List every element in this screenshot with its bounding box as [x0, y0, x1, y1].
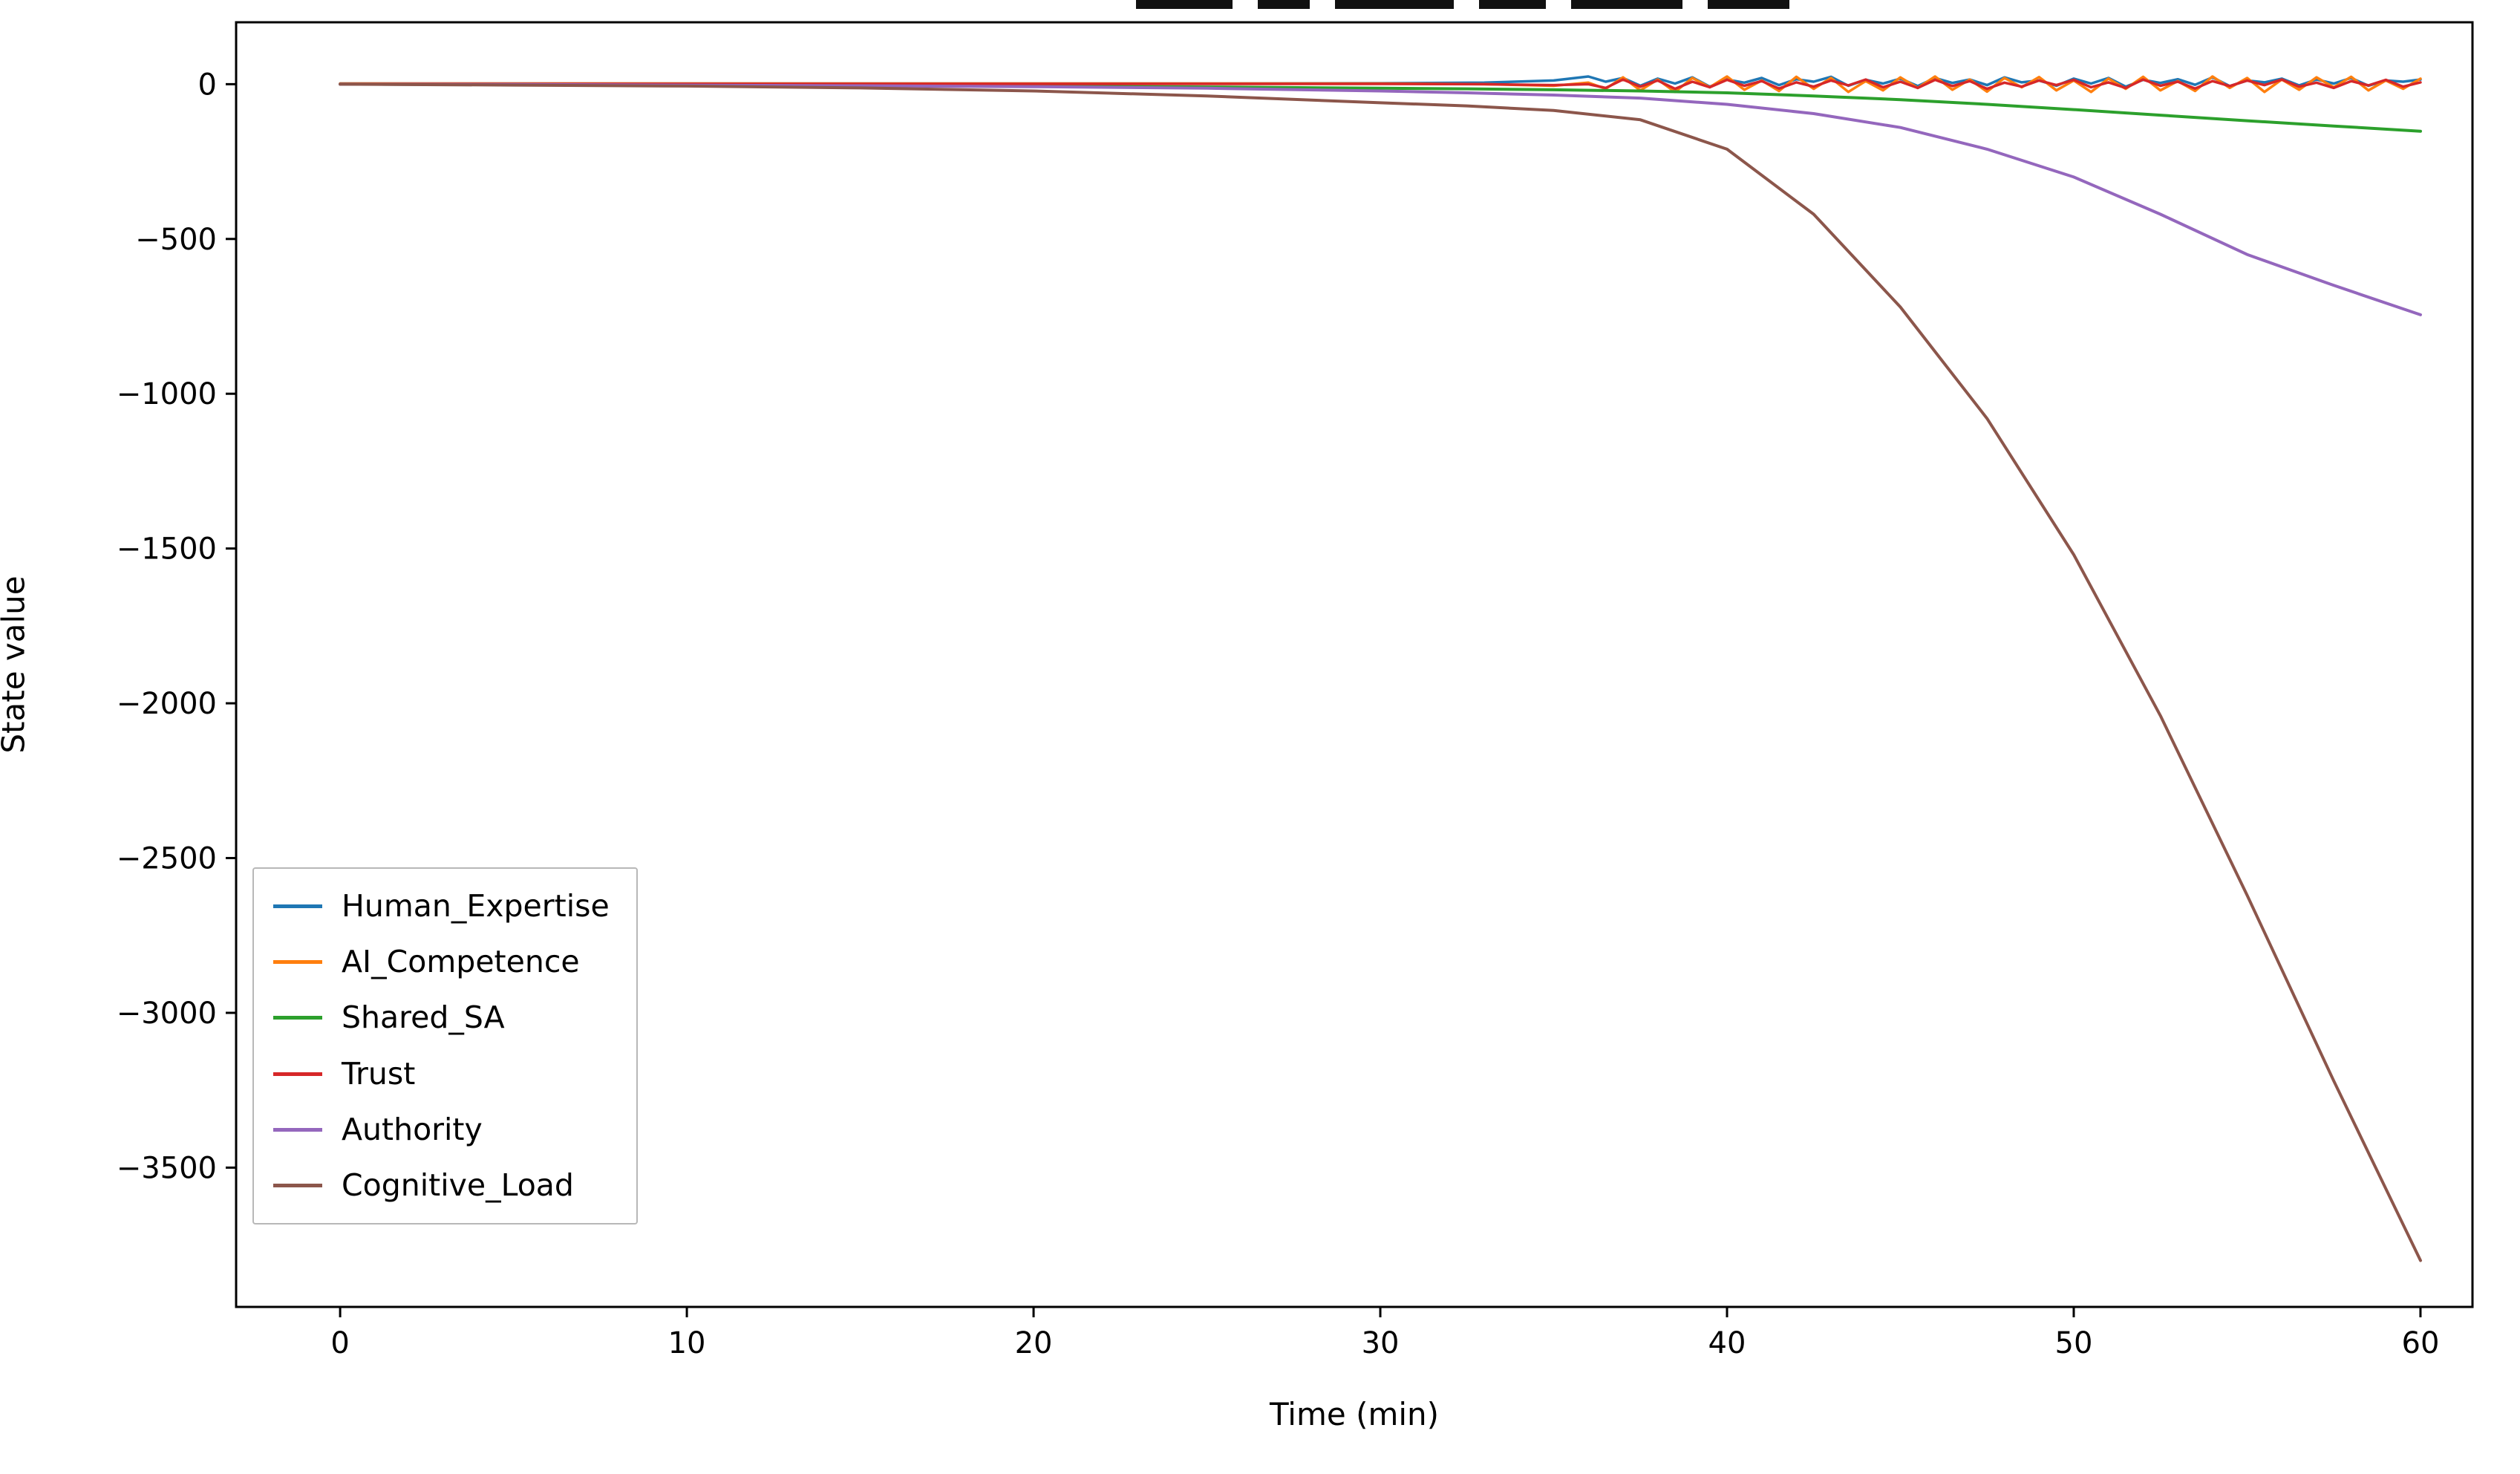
y-tick-label: −2000	[117, 687, 217, 721]
x-tick-label: 0	[330, 1326, 349, 1360]
legend-label: Cognitive_Load	[342, 1167, 574, 1203]
legend: Human_Expertise AI_Competence Shared_SA Tru…	[252, 867, 638, 1225]
x-tick-label: 10	[668, 1326, 706, 1360]
y-tick-label: −2500	[117, 842, 217, 876]
axes-frame	[235, 21, 2474, 1308]
clipped-title-fragment	[1708, 0, 1789, 9]
legend-swatch	[273, 904, 322, 909]
legend-label: Trust	[342, 1055, 416, 1092]
legend-swatch	[273, 1072, 322, 1076]
legend-swatch	[273, 1127, 322, 1132]
legend-swatch	[273, 1016, 322, 1020]
y-tick-label: −500	[135, 223, 217, 257]
x-axis-label: Time (min)	[1269, 1396, 1440, 1432]
x-tick-label: 50	[2055, 1326, 2093, 1360]
clipped-title	[1136, 0, 1864, 10]
y-tick-label: 0	[198, 68, 217, 102]
x-tick-label: 60	[2402, 1326, 2440, 1360]
legend-label: Authority	[342, 1111, 483, 1147]
y-axis-label: State value	[0, 575, 32, 754]
legend-item-human_expertise: Human_Expertise	[273, 888, 610, 924]
y-tick-label: −1000	[117, 377, 217, 411]
y-tick-label: −3500	[117, 1151, 217, 1185]
clipped-title-fragment	[1258, 0, 1310, 9]
clipped-title-fragment	[1479, 0, 1546, 9]
series-line-trust	[339, 78, 2422, 91]
x-tick-label: 20	[1015, 1326, 1053, 1360]
legend-item-shared_sa: Shared_SA	[273, 999, 610, 1036]
x-tick-label: 30	[1362, 1326, 1400, 1360]
legend-item-cognitive_load: Cognitive_Load	[273, 1167, 610, 1204]
legend-label: Human_Expertise	[342, 888, 610, 924]
y-tick-label: −3000	[117, 997, 217, 1031]
legend-swatch	[273, 960, 322, 965]
clipped-title-fragment	[1136, 0, 1233, 9]
x-tick-label: 40	[1708, 1326, 1746, 1360]
legend-item-trust: Trust	[273, 1056, 610, 1092]
y-tick-label: −1500	[117, 532, 217, 567]
series-line-cognitive_load	[339, 82, 2422, 1262]
clipped-title-fragment	[1335, 0, 1454, 9]
clipped-title-fragment	[1571, 0, 1682, 9]
legend-swatch	[273, 1184, 322, 1188]
legend-label: Shared_SA	[342, 999, 505, 1036]
legend-item-authority: Authority	[273, 1112, 610, 1148]
legend-item-ai_competence: AI_Competence	[273, 944, 610, 980]
series-line-authority	[339, 82, 2422, 316]
legend-label: AI_Competence	[342, 944, 580, 980]
